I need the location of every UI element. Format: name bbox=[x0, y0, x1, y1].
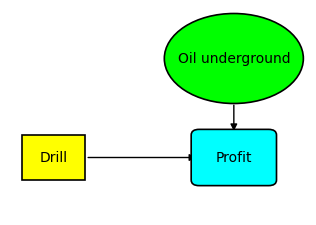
FancyBboxPatch shape bbox=[191, 129, 276, 186]
Text: Drill: Drill bbox=[40, 151, 68, 164]
Ellipse shape bbox=[164, 14, 303, 104]
FancyBboxPatch shape bbox=[22, 135, 85, 180]
Text: Profit: Profit bbox=[216, 151, 252, 164]
Text: Oil underground: Oil underground bbox=[178, 52, 290, 65]
